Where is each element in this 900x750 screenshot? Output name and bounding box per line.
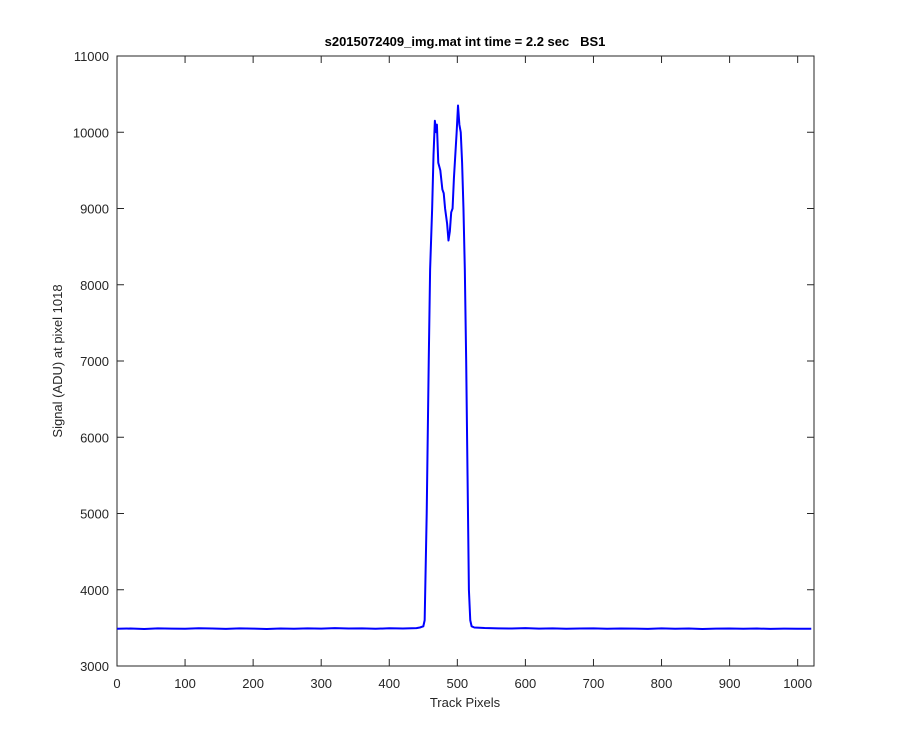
x-tick-label: 400	[378, 676, 400, 691]
y-axis-label: Signal (ADU) at pixel 1018	[50, 284, 65, 437]
y-tick-label: 11000	[74, 49, 109, 64]
data-line	[116, 104, 812, 630]
x-tick-label: 500	[446, 676, 468, 691]
y-tick-label: 10000	[73, 125, 109, 140]
x-tick-label: 200	[242, 676, 264, 691]
y-tick-label: 7000	[80, 354, 109, 369]
chart-title: s2015072409_img.mat int time = 2.2 sec B…	[325, 34, 606, 49]
y-tick-label: 9000	[80, 202, 109, 217]
y-tick-label: 6000	[80, 430, 109, 445]
x-tick-label: 600	[515, 676, 537, 691]
y-tick-label: 3000	[80, 659, 109, 674]
y-tick-label: 8000	[80, 278, 109, 293]
x-axis-label: Track Pixels	[430, 695, 501, 710]
x-tick-label: 0	[113, 676, 120, 691]
x-tick-label: 900	[719, 676, 741, 691]
x-tick-label: 100	[174, 676, 196, 691]
x-tick-label: 700	[583, 676, 605, 691]
y-tick-label: 4000	[80, 583, 109, 598]
x-tick-label: 800	[651, 676, 673, 691]
x-tick-label: 300	[310, 676, 332, 691]
x-tick-label: 1000	[783, 676, 812, 691]
y-tick-label: 5000	[80, 507, 109, 522]
